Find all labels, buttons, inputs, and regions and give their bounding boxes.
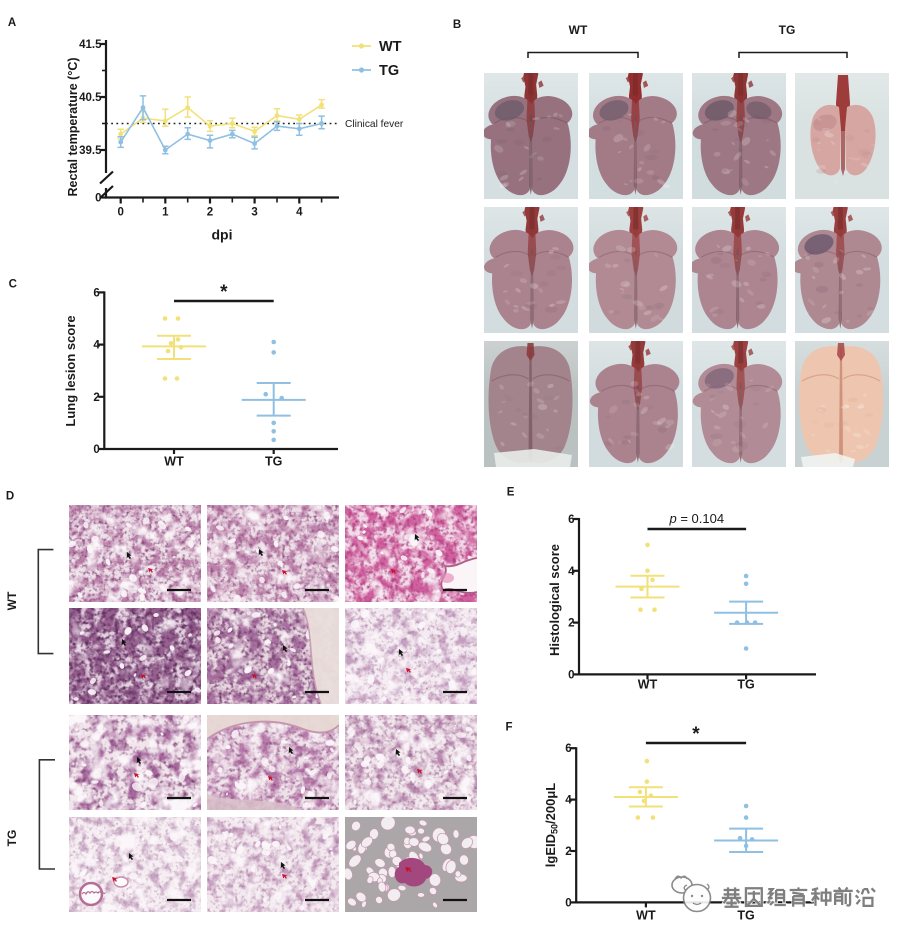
- svg-text:B: B: [453, 19, 461, 31]
- svg-text:C: C: [9, 279, 17, 291]
- svg-text:WT: WT: [636, 909, 656, 923]
- svg-text:TG: TG: [737, 678, 754, 692]
- svg-text:6: 6: [93, 287, 99, 299]
- svg-text:WT: WT: [638, 678, 658, 692]
- svg-text:WT: WT: [379, 39, 402, 55]
- svg-text:TG: TG: [779, 23, 796, 37]
- svg-text:39.5: 39.5: [79, 145, 102, 157]
- svg-text:0: 0: [93, 444, 99, 456]
- svg-text:2: 2: [568, 618, 574, 630]
- svg-text:6: 6: [565, 743, 571, 755]
- svg-text:2: 2: [565, 846, 571, 858]
- svg-text:dpi: dpi: [212, 227, 233, 243]
- svg-text:*: *: [692, 724, 700, 745]
- svg-text:WT: WT: [569, 23, 588, 37]
- svg-text:*: *: [220, 282, 228, 303]
- svg-text:TG: TG: [5, 830, 19, 847]
- svg-text:0: 0: [117, 207, 123, 219]
- svg-text:F: F: [505, 722, 512, 734]
- svg-text:lgEID50/200μL: lgEID50/200μL: [543, 783, 560, 868]
- svg-text:WT: WT: [5, 591, 19, 610]
- svg-text:40.5: 40.5: [79, 92, 102, 104]
- svg-text:4: 4: [565, 795, 572, 807]
- svg-text:Clinical fever: Clinical fever: [345, 119, 404, 130]
- svg-text:4: 4: [93, 340, 100, 352]
- svg-text:3: 3: [251, 207, 257, 219]
- svg-text:41.5: 41.5: [79, 39, 102, 51]
- svg-text:4: 4: [568, 566, 575, 578]
- svg-text:2: 2: [93, 392, 99, 404]
- svg-text:2: 2: [207, 207, 213, 219]
- svg-text:1: 1: [162, 207, 169, 219]
- svg-text:6: 6: [568, 514, 574, 526]
- svg-text:TG: TG: [265, 455, 282, 469]
- svg-text:E: E: [507, 487, 515, 499]
- svg-text:D: D: [6, 491, 14, 503]
- svg-text:4: 4: [296, 207, 303, 219]
- svg-text:Histological score: Histological score: [547, 544, 562, 656]
- svg-text:Lung lesion score: Lung lesion score: [63, 315, 78, 426]
- svg-text:WT: WT: [164, 455, 184, 469]
- svg-text:A: A: [8, 17, 16, 29]
- svg-text:p = 0.104: p = 0.104: [669, 511, 725, 526]
- svg-text:0: 0: [568, 669, 574, 681]
- svg-text:Rectal temperature (°C): Rectal temperature (°C): [66, 57, 80, 196]
- svg-text:TG: TG: [379, 63, 399, 79]
- svg-text:TG: TG: [737, 909, 754, 923]
- svg-text:0: 0: [565, 897, 571, 909]
- svg-text:0: 0: [95, 193, 101, 205]
